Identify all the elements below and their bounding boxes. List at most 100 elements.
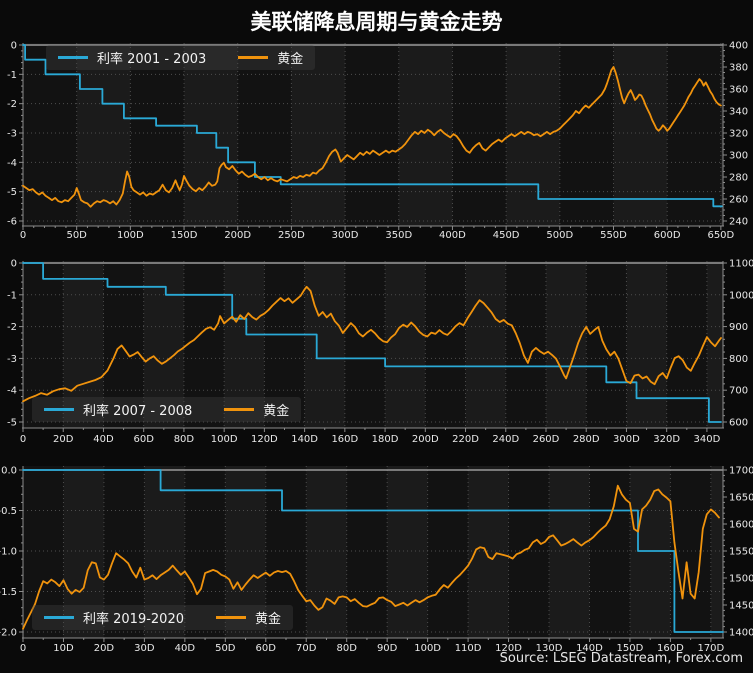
y-tick-label-left: 0.0: [1, 466, 17, 477]
x-tick-label: 30D: [134, 643, 155, 654]
x-tick-label: 80D: [174, 434, 195, 445]
y-tick-label-left: -1.0: [0, 547, 17, 558]
x-tick-label: 100D: [211, 434, 238, 445]
x-tick-label: 280D: [573, 434, 600, 445]
x-tick-label: 320D: [653, 434, 680, 445]
y-tick-label-right: 360: [729, 85, 748, 96]
y-tick-label-right: 1400: [729, 628, 753, 639]
plot-background: [23, 261, 723, 428]
x-tick-label: 50D: [215, 643, 236, 654]
x-tick-label: 300D: [332, 230, 359, 241]
y-tick-label-left: -4: [7, 158, 17, 169]
rate-line-swatch-icon: [44, 616, 74, 619]
source-attribution: Source: LSEG Datastream, Forex.com: [499, 651, 743, 666]
plot-band: [63, 261, 104, 428]
legend-2007-2008: 利率 2007 - 2008 黄金: [32, 397, 302, 422]
gold-line-swatch-icon: [216, 616, 246, 619]
legend-2001-2003: 利率 2001 - 2003 黄金: [46, 45, 316, 70]
y-tick-label-right: 260: [729, 195, 748, 206]
legend-item-gold-2007-2008: 黄金: [224, 400, 289, 419]
plot-band: [465, 261, 506, 428]
x-tick-label: 300D: [613, 434, 640, 445]
fed-2007-2008-chart-canvas: 0 20D 40D 60D 80D 100D 120D 140D 160D 180D 200D 220…: [7, 259, 753, 446]
gold-series-line: [22, 484, 720, 630]
legend-label-gold-2019-2020: 黄金: [255, 612, 282, 627]
x-tick-label: 550D: [600, 230, 627, 241]
x-tick-label: 0: [20, 434, 26, 445]
x-tick-label: 260D: [533, 434, 560, 445]
y-tick-label-left: -0.5: [0, 506, 17, 517]
legend-label-rate-2001-2003: 利率 2001 - 2003: [97, 52, 207, 67]
plot-band: [626, 261, 667, 428]
x-tick-label: 140D: [576, 643, 603, 654]
plot-band: [710, 466, 723, 638]
y-tick-label-left: -2: [7, 322, 17, 333]
x-tick-label: 200D: [412, 434, 439, 445]
y-tick-label-right: 280: [729, 173, 748, 184]
x-tick-label: 170D: [697, 643, 724, 654]
x-tick-label: 250D: [278, 230, 305, 241]
legend-item-rate-2007-2008: 利率 2007 - 2008: [44, 400, 192, 419]
x-tick-label: 240D: [492, 434, 519, 445]
y-tick-label-right: 700: [729, 386, 748, 397]
x-tick-label: 130D: [536, 643, 563, 654]
legend-label-gold-2001-2003: 黄金: [277, 52, 304, 67]
x-tick-label: 120D: [251, 434, 278, 445]
y-tick-label-right: 1500: [729, 574, 753, 585]
y-tick-label-left: -3: [7, 129, 17, 140]
y-tick-label-left: -4: [7, 386, 17, 397]
x-tick-label: 140D: [291, 434, 318, 445]
plot-band: [144, 466, 185, 638]
plot-band: [629, 466, 671, 638]
x-tick-label: 20D: [94, 643, 115, 654]
plot-band: [306, 466, 347, 638]
x-tick-label: 20D: [53, 434, 74, 445]
plot-background: [23, 43, 723, 226]
gold-series-line: [22, 66, 722, 208]
x-tick-label: 40D: [175, 643, 196, 654]
plot-band: [291, 43, 346, 226]
plot-band: [385, 261, 426, 428]
y-tick-label-left: -1: [7, 70, 17, 81]
page-title: 美联储降息周期与黄金走势: [250, 10, 503, 34]
legend-2019-2020: 利率 2019-2020 黄金: [32, 605, 294, 630]
y-tick-label-left: -2: [7, 99, 17, 110]
legend-label-rate-2019-2020: 利率 2019-2020: [83, 612, 184, 627]
plot-band: [398, 43, 453, 226]
y-tick-label-right: 1650: [729, 493, 753, 504]
y-tick-label-left: 0: [11, 259, 17, 270]
rate-series-line: [22, 469, 724, 633]
gold-line-swatch-icon: [224, 408, 255, 411]
plot-band: [549, 466, 590, 638]
legend-item-rate-2019-2020: 利率 2019-2020: [44, 608, 184, 627]
x-tick-label: 200D: [224, 230, 251, 241]
y-tick-label-left: -2.0: [0, 628, 17, 639]
y-tick-label-right: 380: [729, 63, 748, 74]
x-tick-label: 40D: [93, 434, 114, 445]
y-tick-label-right: 1550: [729, 547, 753, 558]
x-tick-label: 10D: [53, 643, 74, 654]
x-tick-label: 500D: [546, 230, 573, 241]
x-tick-label: 650D: [707, 230, 734, 241]
plot-band: [224, 261, 265, 428]
y-tick-label-right: 1450: [729, 601, 753, 612]
legend-item-gold-2019-2020: 黄金: [216, 608, 281, 627]
x-tick-label: 70D: [296, 643, 317, 654]
plot-band: [143, 261, 184, 428]
y-tick-label-left: -1: [7, 290, 17, 301]
x-tick-label: 120D: [495, 643, 522, 654]
legend-label-rate-2007-2008: 利率 2007 - 2008: [83, 404, 193, 419]
gold-series-line: [22, 285, 722, 403]
legend-label-gold-2007-2008: 黄金: [263, 404, 290, 419]
y-tick-label-right: 1100: [729, 259, 753, 270]
x-tick-label: 90D: [377, 643, 398, 654]
plot-band: [63, 466, 104, 638]
y-tick-label-right: 340: [729, 107, 748, 118]
y-tick-label-right: 1700: [729, 466, 753, 477]
y-tick-label-left: -1.5: [0, 587, 17, 598]
y-tick-label-right: 240: [729, 217, 748, 228]
x-tick-label: 60D: [133, 434, 154, 445]
fed-2019-2020-chart-canvas: 0 10D 20D 30D 40D 50D 60D 70D 80D 90D 100D 110D 120D…: [0, 466, 753, 655]
y-tick-label-right: 600: [729, 418, 748, 429]
